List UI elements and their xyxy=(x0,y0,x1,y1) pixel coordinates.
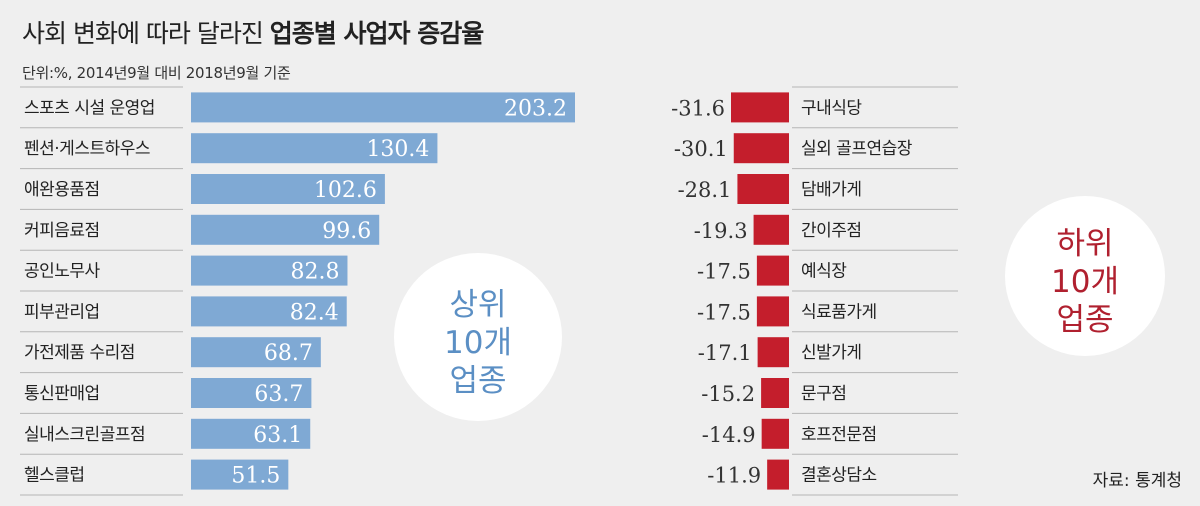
top-badge-circle xyxy=(394,253,562,421)
data-label: -11.9 xyxy=(707,464,761,488)
source-note: 자료: 통계청 xyxy=(1092,471,1182,491)
category-label: 담배가게 xyxy=(801,180,862,200)
category-label: 실내스크린골프점 xyxy=(24,425,145,445)
category-label: 신발가게 xyxy=(801,343,862,363)
bar xyxy=(753,214,789,245)
bar xyxy=(191,255,348,286)
data-label: 203.2 xyxy=(504,96,567,121)
data-label: -28.1 xyxy=(678,178,732,202)
category-label: 결혼상담소 xyxy=(801,466,877,486)
bottom-badge-text: 10개 xyxy=(1051,264,1119,300)
category-label: 공인노무사 xyxy=(24,262,101,282)
data-label: -19.3 xyxy=(694,219,748,243)
bottom-badge-text: 하위 xyxy=(1056,226,1113,262)
chart-title: 사회 변화에 따라 달라진 업종별 사업자 증감율 xyxy=(22,14,484,50)
data-label: -17.5 xyxy=(697,300,751,324)
data-label: -30.1 xyxy=(674,137,728,161)
category-label: 식료품가게 xyxy=(801,302,877,322)
data-label: -15.2 xyxy=(701,382,755,406)
bar xyxy=(191,214,380,245)
data-label: 68.7 xyxy=(264,341,313,366)
data-label: 82.4 xyxy=(290,300,339,325)
category-label: 통신판매업 xyxy=(24,384,100,404)
category-label: 가전제품 수리점 xyxy=(24,343,135,363)
bar xyxy=(191,337,321,368)
bar xyxy=(191,418,311,449)
category-label: 헬스클럽 xyxy=(24,466,85,486)
bar xyxy=(761,418,789,449)
data-label: -14.9 xyxy=(702,423,756,447)
title-strong: 업종별 사업자 증감율 xyxy=(269,19,484,48)
category-label: 실외 골프연습장 xyxy=(801,139,913,159)
bar xyxy=(191,174,385,204)
top-badge-text: 10개 xyxy=(444,325,512,361)
category-label: 예식장 xyxy=(801,262,847,282)
data-label: -17.5 xyxy=(697,260,751,284)
data-label: 102.6 xyxy=(314,178,377,203)
bar xyxy=(191,378,312,408)
top-badge-text: 업종 xyxy=(449,363,506,399)
bar xyxy=(761,378,789,408)
bar xyxy=(191,92,575,123)
category-label: 커피음료점 xyxy=(24,221,100,241)
bar xyxy=(756,296,789,327)
category-label: 피부관리업 xyxy=(24,302,100,322)
top-badge-text: 상위 xyxy=(449,287,506,323)
category-label: 간이주점 xyxy=(801,221,862,241)
category-label: 펜션·게스트하우스 xyxy=(24,139,150,159)
bottom-badge-text: 업종 xyxy=(1056,302,1113,338)
data-label: 51.5 xyxy=(231,464,280,489)
data-label: 63.1 xyxy=(253,423,302,448)
data-label: -17.1 xyxy=(698,341,752,365)
bottom-badge-circle xyxy=(1005,196,1165,356)
category-label: 애완용품점 xyxy=(24,180,100,200)
data-label: 130.4 xyxy=(366,137,429,162)
title-prefix: 사회 변화에 따라 달라진 xyxy=(22,19,270,48)
category-label: 스포츠 시설 운영업 xyxy=(24,98,155,118)
bar xyxy=(191,459,289,490)
data-label: 63.7 xyxy=(254,382,303,407)
bar xyxy=(733,133,789,164)
data-label: 99.6 xyxy=(322,219,371,244)
bar xyxy=(757,337,789,368)
bar xyxy=(756,255,789,286)
bar xyxy=(767,459,789,490)
bar xyxy=(191,133,438,164)
category-label: 문구점 xyxy=(801,384,846,404)
bar xyxy=(191,296,347,327)
category-label: 구내식당 xyxy=(801,98,862,118)
category-label: 호프전문점 xyxy=(801,425,877,445)
bar xyxy=(737,174,789,204)
data-label: -31.6 xyxy=(671,96,725,120)
data-label: 82.8 xyxy=(290,260,339,285)
bar xyxy=(731,92,789,123)
chart-subtitle: 단위:%, 2014년9월 대비 2018년9월 기준 xyxy=(22,64,291,82)
